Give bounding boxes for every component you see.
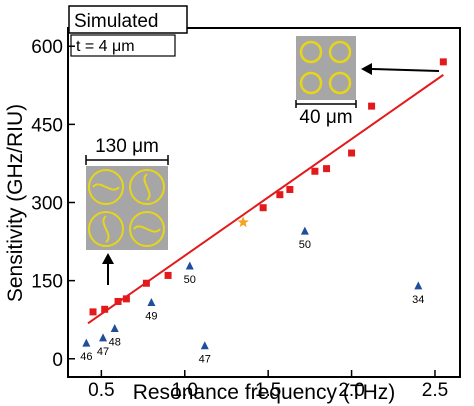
y-tick-label: 0: [52, 350, 63, 371]
large-inset-arrow-head: [102, 253, 114, 264]
small-scale-label: 40 μm: [299, 107, 352, 128]
square-data-point: [259, 204, 267, 212]
triangle-data-label: 50: [299, 239, 311, 251]
x-tick-label: 0.5: [88, 380, 114, 401]
triangle-data-label: 46: [80, 351, 92, 363]
small-inset-arrow-head: [361, 63, 372, 75]
thickness-label: t = 4 μm: [76, 38, 135, 55]
triangle-data-label: 47: [199, 354, 211, 366]
x-tick-label: 2.5: [422, 380, 448, 401]
square-data-point: [114, 297, 122, 305]
large-ring-split: [133, 225, 161, 233]
triangle-data-label: 47: [97, 346, 109, 358]
triangle-data-label: 50: [184, 274, 196, 286]
triangle-data-point: [200, 341, 209, 350]
triangle-data-point: [185, 261, 194, 270]
square-data-point: [122, 295, 130, 303]
triangle-data-point: [110, 324, 119, 333]
simulated-label: Simulated: [74, 11, 159, 32]
large-resonator-inset: 130 μm: [85, 136, 169, 285]
x-tick-label: 2.0: [338, 380, 364, 401]
small-ring: [299, 71, 323, 95]
square-data-point: [276, 191, 284, 199]
triangle-data-point: [414, 281, 423, 290]
y-axis-ticks: 0 150 300 450 600: [31, 37, 75, 371]
square-data-point: [311, 167, 319, 175]
large-ring: [129, 211, 165, 247]
square-data-point: [286, 185, 294, 193]
large-ring-split: [102, 215, 110, 243]
large-scale-label: 130 μm: [95, 136, 159, 157]
square-data-point: [323, 165, 331, 173]
triangle-data-point: [82, 338, 91, 347]
triangle-data-label: 34: [412, 294, 424, 306]
x-tick-label: 1.0: [172, 380, 198, 401]
x-axis-ticks: 0.5 1.0 1.5 2.0 2.5: [88, 370, 448, 401]
small-inset-panel: [296, 36, 356, 100]
large-ring: [88, 211, 124, 247]
small-ring: [328, 71, 352, 95]
simulated-box: [68, 5, 188, 34]
large-ring-split: [143, 173, 151, 201]
large-ring-split: [92, 183, 120, 191]
small-ring: [299, 40, 323, 64]
square-data-point: [368, 102, 376, 110]
y-tick-label: 600: [31, 37, 63, 58]
square-data-point: [89, 308, 97, 316]
y-axis-title: Sensitivity (GHz/RIU): [4, 104, 27, 302]
square-data-point: [142, 279, 150, 287]
y-tick-label: 300: [31, 194, 63, 215]
square-data-point: [348, 149, 356, 157]
small-inset-arrow: [371, 68, 440, 72]
triangle-data-label: 48: [109, 337, 121, 349]
y-tick-label: 450: [31, 115, 63, 136]
x-axis-title: Resonance frequency (THz): [133, 381, 396, 404]
triangle-data-point: [99, 333, 108, 342]
star-data-point: [237, 216, 249, 228]
large-inset-panel: [86, 166, 168, 250]
small-resonator-inset: 40 μm: [295, 36, 440, 128]
square-data-point: [164, 271, 172, 279]
square-data-point: [101, 305, 109, 313]
y-tick-label: 150: [31, 272, 63, 293]
x-tick-label: 1.5: [255, 380, 281, 401]
triangle-data-point: [147, 298, 156, 307]
square-data-point: [439, 58, 447, 66]
small-ring: [328, 40, 352, 64]
large-ring: [88, 169, 124, 205]
large-ring: [129, 169, 165, 205]
triangle-data-point: [300, 226, 309, 235]
triangle-data-label: 49: [145, 311, 157, 323]
